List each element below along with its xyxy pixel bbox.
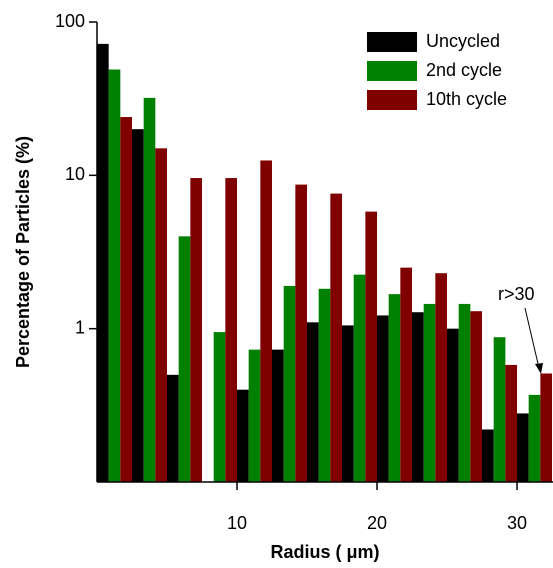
bar: [505, 364, 518, 482]
bar: [482, 429, 494, 482]
bar: [470, 311, 483, 482]
bar: [447, 328, 459, 482]
bar: [400, 267, 413, 482]
y-tick-label: 10: [65, 164, 85, 184]
bar: [388, 294, 401, 482]
bar: [120, 117, 133, 483]
bar: [342, 325, 354, 482]
bar: [528, 394, 541, 482]
bar: [167, 374, 179, 482]
bar: [260, 160, 273, 482]
bar: [423, 303, 436, 482]
bar: [295, 184, 308, 482]
y-tick-label: 100: [55, 11, 85, 31]
bar: [365, 211, 378, 482]
x-tick-label: 20: [367, 513, 387, 533]
bar: [283, 285, 296, 482]
legend-swatch: [367, 32, 417, 52]
bar: [213, 332, 226, 482]
bar: [190, 178, 203, 482]
bar: [353, 274, 366, 482]
annotation-arrow: [524, 307, 540, 369]
x-axis-label: Radius ( μm): [270, 542, 379, 562]
annotation-arrowhead: [535, 363, 543, 374]
bar: [143, 97, 156, 482]
legend-label: 2nd cycle: [426, 60, 502, 80]
bar: [458, 303, 471, 482]
x-tick-label: 10: [227, 513, 247, 533]
bar: [493, 337, 506, 482]
bar: [108, 69, 121, 482]
annotation: r>30: [498, 284, 535, 304]
y-axis-label: Percentage of Particles (%): [13, 136, 33, 368]
bar: [155, 148, 168, 482]
bar: [248, 349, 261, 482]
bar: [435, 273, 448, 482]
bar: [178, 236, 191, 482]
bar: [237, 389, 249, 482]
bar: [132, 129, 144, 482]
bar: [272, 349, 284, 482]
legend-swatch: [367, 90, 417, 110]
bar: [377, 315, 389, 482]
bar: [517, 413, 529, 482]
bar: [225, 178, 238, 482]
bar: [540, 373, 553, 482]
bar: [412, 312, 424, 482]
legend-label: Uncycled: [426, 31, 500, 51]
legend-label: 10th cycle: [426, 89, 507, 109]
y-tick-label: 1: [75, 317, 85, 337]
legend-swatch: [367, 61, 417, 81]
bar: [307, 322, 319, 482]
bar: [318, 288, 331, 482]
x-tick-label: 30: [507, 513, 527, 533]
bar: [330, 193, 343, 482]
bar: [97, 43, 109, 483]
